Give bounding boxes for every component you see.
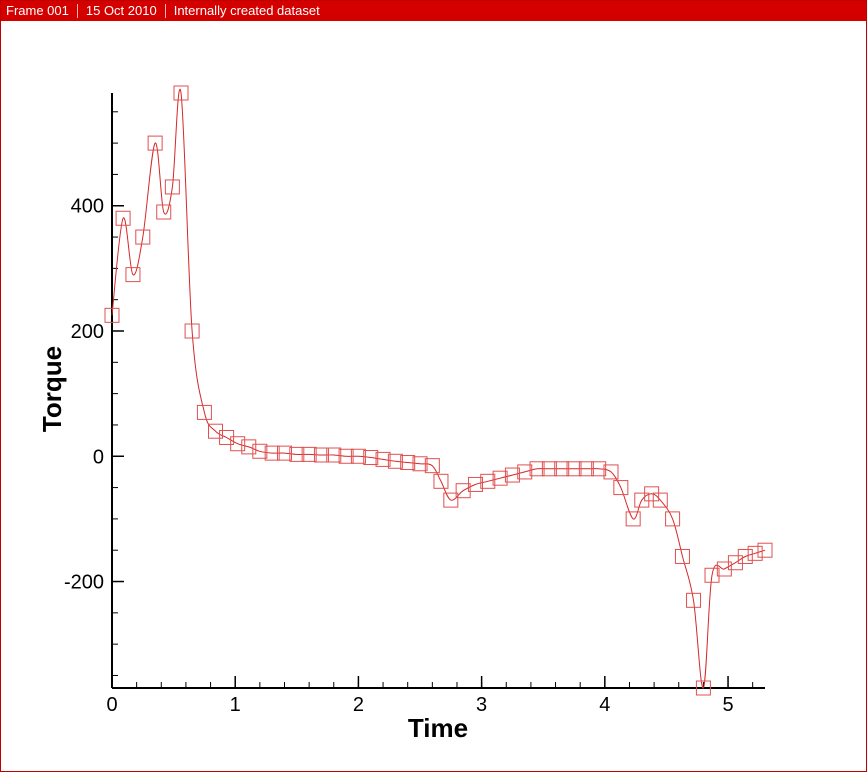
data-point-marker [164, 179, 180, 195]
data-point-marker [625, 511, 641, 527]
data-point-marker [757, 542, 773, 558]
data-point-marker [695, 680, 711, 696]
chart-axes [111, 93, 765, 689]
data-point-marker [492, 470, 508, 486]
y-tick-label: 200 [71, 321, 104, 343]
data-point-marker [747, 545, 763, 561]
data-point-marker [613, 480, 629, 496]
y-tick-label: 0 [93, 446, 104, 468]
data-point-marker [433, 473, 449, 489]
chart-tick-labels: 0 1 2 3 4 5 -200 0 200 400 [64, 196, 734, 716]
x-tick-label: 0 [106, 694, 117, 716]
data-point-marker [301, 446, 317, 462]
frame-date: 15 Oct 2010 [85, 3, 157, 18]
data-point-marker [591, 461, 607, 477]
data-point-marker [455, 483, 471, 499]
data-point-marker [400, 455, 416, 471]
data-point-marker [363, 450, 379, 466]
data-point-marker [737, 548, 753, 564]
data-point-marker [350, 448, 366, 464]
data-point-marker [674, 548, 690, 564]
data-point-marker [704, 567, 720, 583]
x-tick-label: 3 [476, 694, 487, 716]
y-tick-label: 400 [71, 196, 104, 218]
data-point-marker [219, 429, 235, 445]
data-point-marker [578, 461, 594, 477]
data-point-marker [554, 461, 570, 477]
y-axis-title: Torque [37, 346, 67, 432]
data-point-marker [147, 135, 163, 151]
data-point-marker [184, 323, 200, 339]
data-point-marker [264, 445, 280, 461]
data-point-marker [125, 267, 141, 283]
series-markers [104, 85, 773, 696]
data-point-marker [241, 439, 257, 455]
x-tick-label: 1 [230, 694, 241, 716]
data-point-marker [716, 561, 732, 577]
data-point-marker [529, 461, 545, 477]
data-point-marker [541, 461, 557, 477]
data-point-marker [634, 492, 650, 508]
data-point-marker [652, 492, 668, 508]
data-point-marker [412, 456, 428, 472]
data-point-marker [424, 458, 440, 474]
series-line [111, 88, 766, 689]
x-tick-label: 4 [599, 694, 610, 716]
data-point-marker [207, 423, 223, 439]
data-point-marker [480, 473, 496, 489]
data-point-marker [665, 511, 681, 527]
data-point-marker [104, 307, 120, 323]
y-tick-label: -200 [64, 572, 104, 594]
data-point-marker [252, 443, 268, 459]
data-point-marker [115, 210, 131, 226]
header-separator [76, 4, 78, 18]
series-line-group [111, 88, 766, 689]
data-point-marker [566, 461, 582, 477]
dataset-name: Internally created dataset [173, 3, 320, 18]
data-point-marker [313, 447, 329, 463]
x-tick-label: 5 [722, 694, 733, 716]
data-point-marker [467, 476, 483, 492]
data-point-marker [276, 445, 292, 461]
frame-number: Frame 001 [6, 3, 69, 18]
data-point-marker [443, 492, 459, 508]
data-point-marker [338, 448, 354, 464]
data-point-marker [156, 204, 172, 220]
data-point-marker [196, 404, 212, 420]
data-point-marker [517, 464, 533, 480]
data-point-marker [644, 486, 660, 502]
data-point-marker [289, 446, 305, 462]
data-point-marker [387, 453, 403, 469]
data-point-marker [135, 229, 151, 245]
data-point-marker [504, 467, 520, 483]
data-point-marker [230, 436, 246, 452]
data-point-marker [326, 447, 342, 463]
x-tick-label: 2 [353, 694, 364, 716]
data-point-marker [603, 464, 619, 480]
header-separator [164, 4, 166, 18]
x-axis-title: Time [408, 713, 468, 743]
frame-header: Frame 001 15 Oct 2010 Internally created… [1, 1, 866, 21]
data-point-marker [375, 451, 391, 467]
data-point-marker [686, 592, 702, 608]
chart-ticks [111, 111, 754, 688]
data-point-marker [173, 85, 189, 101]
data-point-marker [727, 555, 743, 571]
